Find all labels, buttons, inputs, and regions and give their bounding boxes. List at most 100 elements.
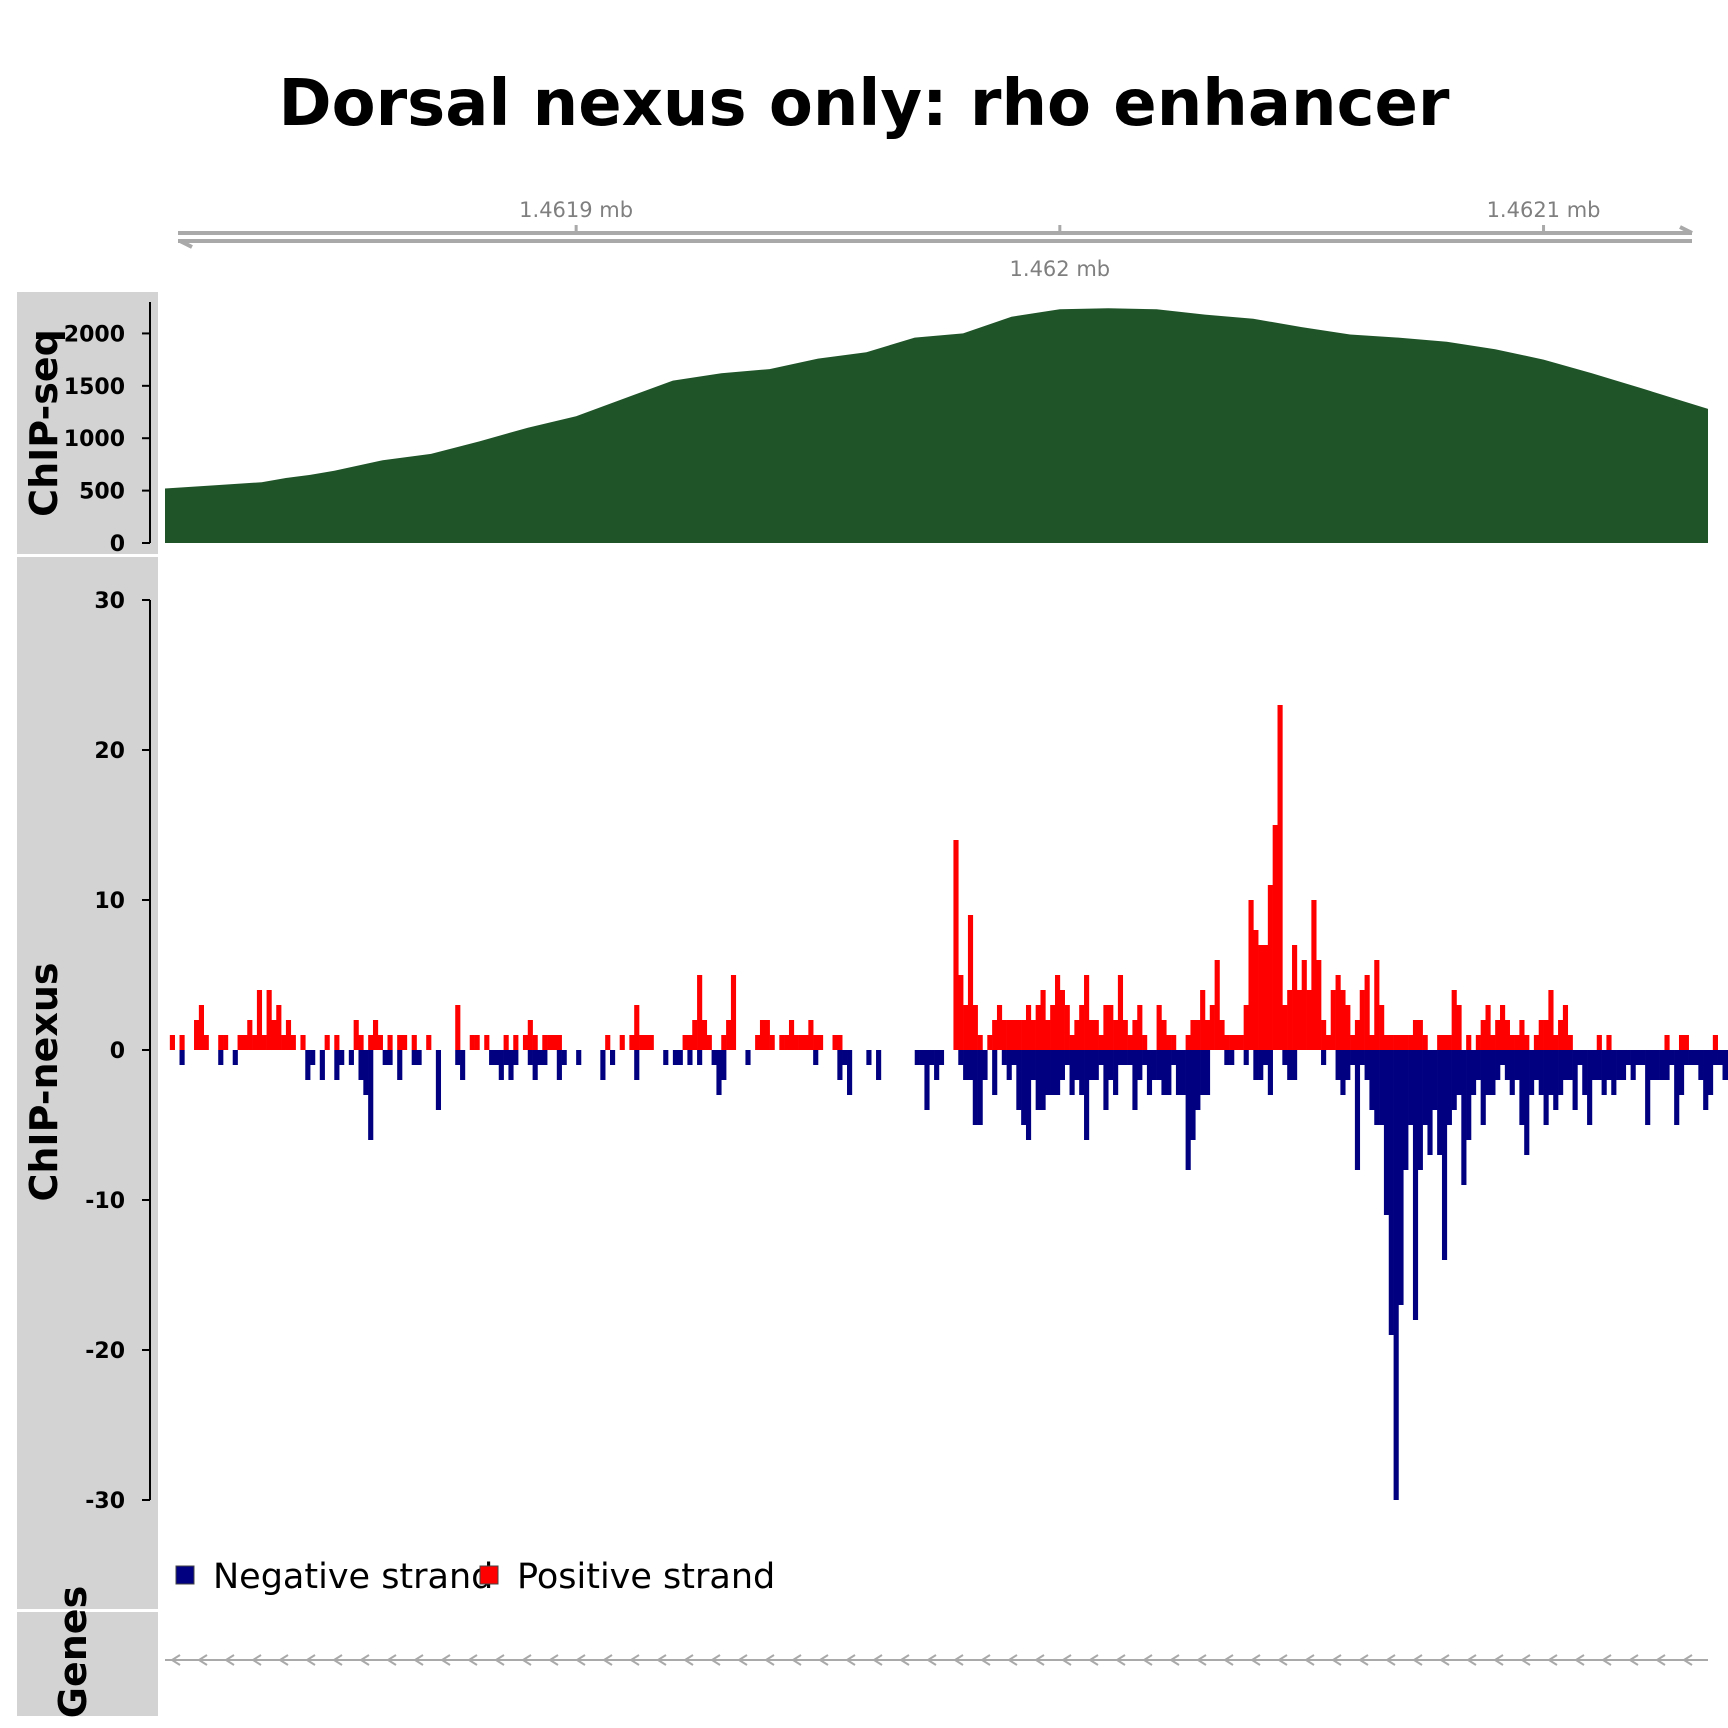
positive-strand-bar [1354,1020,1361,1050]
negative-strand-bar [1669,1050,1675,1065]
positive-strand-bar [759,1020,766,1050]
positive-strand-bar [837,1035,843,1050]
negative-strand-bar [1567,1050,1573,1080]
positive-strand-bar [169,1035,175,1050]
chipnexus-y-tick-label: 0 [110,1039,125,1064]
positive-strand-bar [1678,1035,1685,1050]
negative-strand-bar [1466,1050,1472,1140]
genome-axis-tick-label: 1.4621 mb [1487,198,1601,222]
legend: Negative strand Positive strand [175,1557,775,1597]
positive-strand-bar [455,1005,461,1050]
positive-strand-bar [1122,1020,1128,1050]
negative-strand-bar [1538,1050,1544,1095]
positive-strand-bar [1596,1035,1602,1050]
negative-strand-bar [1403,1050,1409,1170]
positive-strand-bar [1185,1035,1191,1050]
positive-strand-bar [242,1035,248,1050]
negative-strand-bar [1500,1050,1506,1065]
positive-strand-bar [1412,1020,1419,1050]
positive-strand-bar [1350,1035,1356,1050]
genome-axis-arrow-left [179,239,193,249]
negative-strand-bar [1006,1050,1012,1080]
genes-strand-chevron [683,1654,694,1666]
negative-strand-bar [1079,1050,1085,1095]
genes-strand-chevron [1061,1654,1072,1666]
negative-strand-bar [745,1050,751,1065]
genes-strand-chevron [845,1654,856,1666]
genes-strand-chevron [332,1654,343,1666]
negative-strand-bar [1412,1050,1419,1320]
legend-swatch-positive [479,1565,499,1585]
chipseq-y-tick-label: 2000 [64,322,125,347]
negative-strand-bar [1514,1050,1520,1080]
positive-strand-bar [692,1020,698,1050]
negative-strand-bar [634,1050,640,1080]
genes-strand-chevron [1007,1654,1018,1666]
negative-strand-bar [697,1050,703,1065]
genes-strand-chevron [1628,1654,1639,1666]
negative-strand-bar [348,1050,354,1065]
positive-strand-bar [1190,1020,1196,1050]
positive-strand-bar [972,1005,978,1050]
negative-strand-bar [1548,1050,1554,1095]
genes-strand-chevron [251,1654,262,1666]
positive-strand-bar [261,1035,267,1050]
negative-strand-bar [1001,1050,1007,1065]
negative-strand-bar [363,1050,369,1095]
chipseq-track-panel [17,292,158,554]
positive-strand-bar [1340,990,1346,1050]
positive-strand-bar [271,1020,277,1050]
positive-strand-bar [1272,825,1278,1050]
positive-strand-bar [1538,1020,1544,1050]
genes-strand-chevron [1439,1654,1450,1666]
negative-strand-bar [1490,1050,1496,1095]
negative-strand-bar [1678,1050,1685,1095]
negative-strand-bar [358,1050,364,1080]
negative-strand-bar [1572,1050,1578,1110]
negative-strand-bar [1674,1050,1680,1125]
negative-strand-bar [1393,1050,1399,1500]
negative-strand-bar [837,1050,843,1080]
negative-strand-bar [435,1050,442,1110]
positive-strand-bar [1364,975,1370,1050]
negative-strand-bar [992,1050,998,1095]
negative-strand-bar [687,1050,693,1065]
genes-strand-chevron [1493,1654,1504,1666]
negative-strand-bar [1108,1050,1114,1080]
positive-strand-bar [721,1035,727,1050]
positive-strand-bar [426,1035,432,1050]
negative-strand-bar [489,1050,495,1065]
negative-strand-bar [1243,1050,1249,1065]
positive-strand-bar [1282,1005,1288,1050]
negative-strand-bar [368,1050,374,1140]
positive-strand-bar [1509,1035,1515,1050]
positive-strand-bar [1098,1035,1104,1050]
negative-strand-bar [1620,1050,1627,1080]
positive-strand-bar [1258,945,1264,1050]
positive-strand-bar [1393,1035,1399,1050]
negative-strand-bar [537,1050,543,1065]
negative-strand-bar [382,1050,388,1065]
positive-strand-bar [377,1035,383,1050]
genes-strand-chevron [440,1654,451,1666]
positive-strand-bar [1142,1035,1148,1050]
negative-strand-bar [232,1050,238,1065]
negative-strand-bar [1190,1050,1196,1140]
positive-strand-bar [353,1020,359,1050]
positive-strand-bar [1161,1020,1167,1050]
negative-strand-bar [455,1050,461,1065]
genome-axis-arrow-right [1679,225,1693,235]
positive-strand-bar [1606,1035,1612,1050]
negative-strand-bar [1059,1050,1065,1080]
negative-strand-bar [1253,1050,1259,1080]
positive-strand-bar [469,1035,475,1050]
positive-strand-bar [1030,1020,1036,1050]
positive-strand-bar [1683,1035,1689,1050]
chipnexus-track-panel [17,557,158,1609]
positive-strand-bar [687,1035,693,1050]
positive-strand-bar [1553,1035,1559,1050]
negative-strand-bar [179,1050,185,1065]
negative-strand-bar [527,1050,533,1065]
positive-strand-bar [1088,1020,1095,1050]
negative-strand-bar [1137,1050,1143,1080]
